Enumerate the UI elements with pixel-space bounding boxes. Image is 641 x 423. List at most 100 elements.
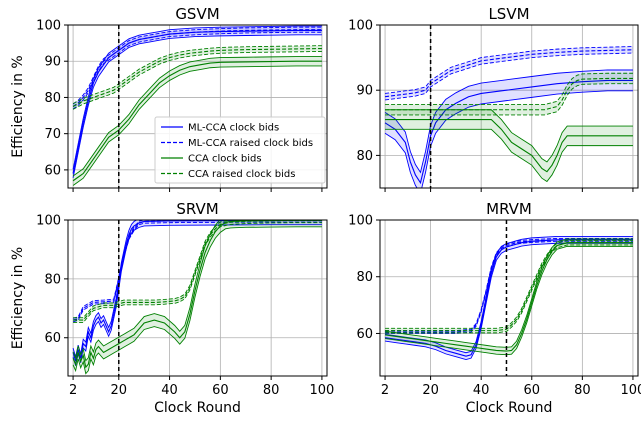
legend-label: CCA raised clock bids <box>188 169 295 180</box>
series-band-edge <box>384 242 633 361</box>
series-band-edge <box>72 226 322 375</box>
series-line-cca-clock-bids <box>384 242 633 352</box>
series-line-cca-clock-bids <box>385 118 633 173</box>
panels: 60 70 80 90 100 GSVM Efficiency in % 80 90 100 LSV… <box>10 5 641 416</box>
y-tick-label: 90 <box>356 84 373 99</box>
series-line-cca-clock-bids <box>72 60 322 182</box>
legend-box <box>154 116 326 184</box>
legend-entry-cca-raised-clock-bids: CCA raised clock bids <box>161 169 295 180</box>
series-band-edge <box>72 45 322 104</box>
legend-entry-ml-cca-clock-bids: ML-CCA clock bids <box>161 123 279 134</box>
panel-title: LSVM <box>488 5 529 23</box>
panel-title: GSVM <box>175 5 219 23</box>
y-axis-label: Efficiency in % <box>10 55 26 157</box>
series-line-cca-clock-bids <box>72 220 322 369</box>
series-band-edge <box>384 238 633 348</box>
series-band-edge <box>72 224 322 366</box>
series-band-edge <box>73 222 322 323</box>
series-line-ml-cca-raised-clock-bids <box>72 220 322 321</box>
x-tick-label: 60 <box>523 383 540 398</box>
series-band-edge <box>385 83 633 116</box>
x-tick-label: 40 <box>473 383 490 398</box>
series-line-ml-cca-clock-bids <box>72 220 322 362</box>
series-band <box>385 109 633 182</box>
y-tick-label: 80 <box>44 91 61 106</box>
x-tick-label: 2 <box>381 383 389 398</box>
y-tick-label: 90 <box>44 55 61 70</box>
plot-frame <box>379 219 639 377</box>
series-band-edge <box>384 69 633 174</box>
series-group <box>384 46 633 188</box>
series-band-edge <box>385 237 633 332</box>
series-band-edge <box>72 56 322 177</box>
series-band-edge <box>73 220 234 319</box>
y-axis-label: Efficiency in % <box>10 247 26 349</box>
panel-lsvm: 80 90 100 LSVM <box>348 5 639 192</box>
series-band-edge <box>385 240 633 334</box>
series-band <box>73 220 322 323</box>
series-band-edge <box>384 90 633 188</box>
x-axis-label: Clock Round <box>466 400 553 416</box>
series-line-ml-cca-raised-clock-bids <box>72 29 322 107</box>
x-tick-label: 20 <box>111 383 128 398</box>
x-tick-label: 100 <box>310 383 335 398</box>
series-line-ml-cca-raised-clock-bids <box>384 49 633 98</box>
panel-title: MRVM <box>486 200 532 218</box>
series-band <box>385 239 633 355</box>
x-axis-label: Clock Round <box>154 400 241 416</box>
series-band-edge <box>385 244 633 334</box>
panel-mrvm: 2 20 40 60 80 100 60 80 100 MRVM Clock Round <box>348 200 641 416</box>
x-tick-label: 60 <box>212 383 229 398</box>
series-band <box>73 220 322 374</box>
series-line-cca-raised-clock-bids <box>385 242 633 332</box>
y-tick-label: 100 <box>348 19 373 34</box>
y-tick-label: 80 <box>44 272 61 287</box>
x-tick-label: 20 <box>422 383 439 398</box>
series-band-edge <box>72 31 322 110</box>
y-tick-label: 100 <box>36 214 61 229</box>
series-line-cca-raised-clock-bids <box>385 77 633 111</box>
plot-frame <box>67 219 328 377</box>
y-tick-label: 60 <box>44 331 61 346</box>
series-band-edge <box>72 220 151 319</box>
panel-srvm: 2 20 40 60 80 100 60 80 100 SRVM Clock Round Effici… <box>10 200 334 416</box>
series-line-ml-cca-raised-clock-bids <box>385 239 633 333</box>
series-group <box>72 25 322 186</box>
series-band-edge <box>72 65 322 186</box>
legend: ML-CCA clock bids ML-CCA raised clock bid… <box>154 116 326 184</box>
y-tick-label: 100 <box>36 19 61 34</box>
panel-title: SRVM <box>176 200 218 218</box>
series-band-edge <box>385 128 633 183</box>
y-tick-label: 60 <box>44 163 61 178</box>
series-band-edge <box>72 221 322 323</box>
x-tick-label: 40 <box>161 383 178 398</box>
series-group <box>384 236 633 361</box>
plot-frame <box>379 24 639 189</box>
legend-entry-ml-cca-raised-clock-bids: ML-CCA raised clock bids <box>161 138 313 149</box>
series-band-edge <box>72 25 322 170</box>
series-band-edge <box>384 245 633 356</box>
y-tick-label: 100 <box>348 214 373 229</box>
series-band-edge <box>72 220 221 362</box>
legend-label: CCA clock bids <box>188 154 262 165</box>
y-tick-label: 80 <box>356 270 373 285</box>
series-line-cca-raised-clock-bids <box>73 220 322 321</box>
series-band-edge <box>384 236 633 354</box>
series-band <box>385 240 633 333</box>
x-tick-label: 80 <box>574 383 591 398</box>
series-band-edge <box>385 52 633 101</box>
series-band-edge <box>72 26 322 105</box>
y-tick-label: 70 <box>44 127 61 142</box>
y-tick-label: 80 <box>356 149 373 164</box>
series-line-cca-raised-clock-bids <box>72 47 322 107</box>
x-tick-label: 2 <box>69 383 77 398</box>
y-tick-label: 60 <box>356 327 373 342</box>
series-band-edge <box>72 34 322 178</box>
panel-gsvm: 60 70 80 90 100 GSVM Efficiency in % <box>10 5 328 192</box>
series-band-edge <box>72 220 138 357</box>
legend-label: ML-CCA clock bids <box>188 123 279 134</box>
series-band <box>385 238 633 334</box>
series-band <box>385 69 633 188</box>
legend-label: ML-CCA raised clock bids <box>188 138 313 149</box>
